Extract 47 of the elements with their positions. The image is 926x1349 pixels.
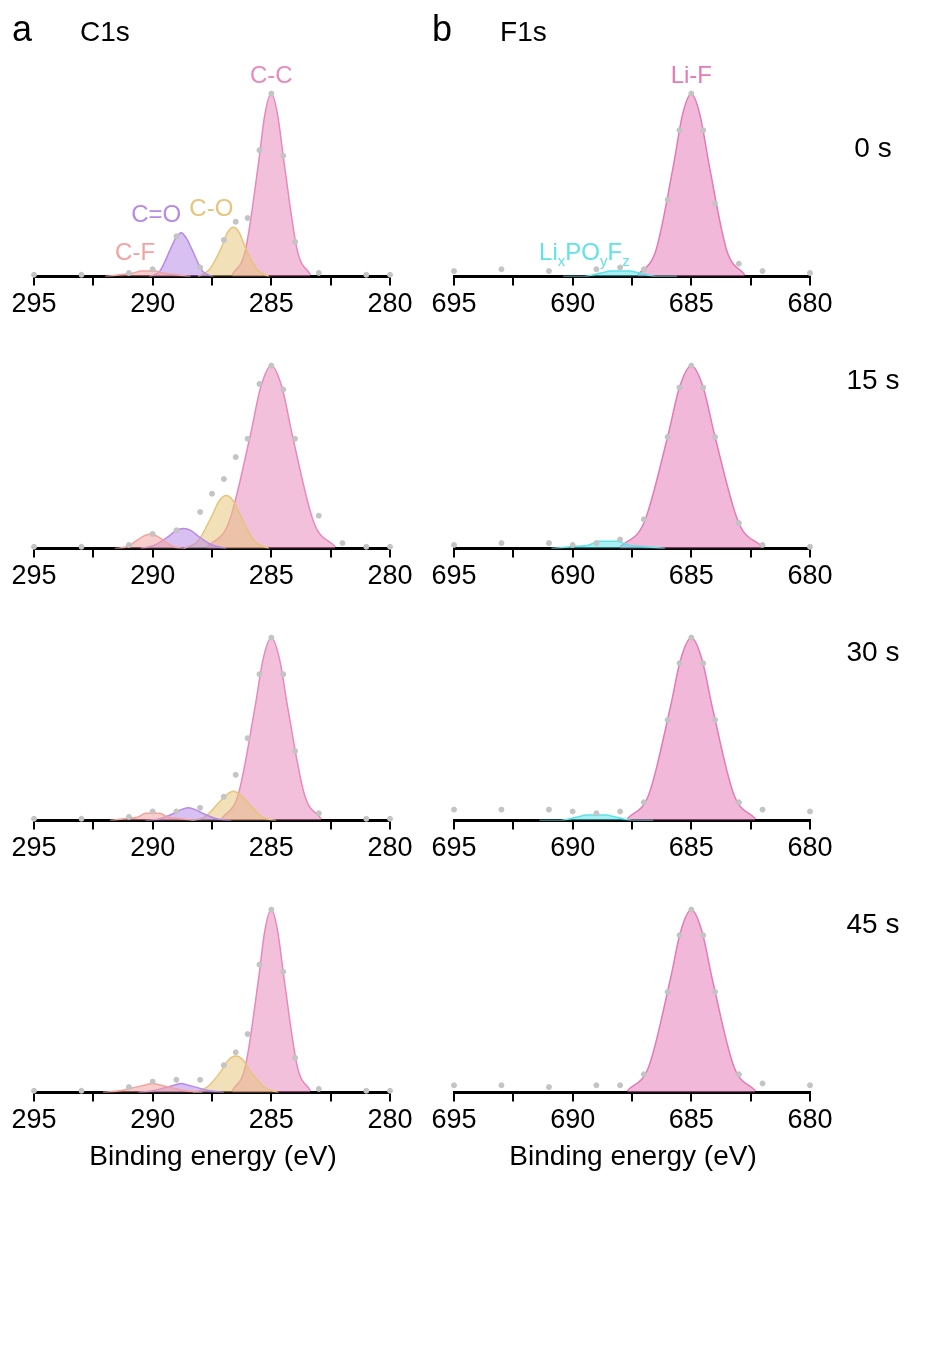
x-tick-label: 690	[550, 560, 596, 591]
x-tick-label: 290	[130, 832, 176, 863]
chart-title: F1s	[500, 16, 547, 48]
x-tick-label: 695	[431, 560, 477, 591]
x-tick-label: 695	[431, 1104, 477, 1135]
text: 30 s	[845, 636, 901, 668]
x-tick-label: 295	[11, 288, 57, 319]
x-tick-label: 690	[550, 1104, 596, 1135]
x-tick-label: 690	[550, 288, 596, 319]
x-axis-title: Binding energy (eV)	[508, 1140, 758, 1172]
x-tick-label: 680	[787, 560, 833, 591]
x-tick-label: 285	[248, 560, 294, 591]
x-tick-label: 685	[668, 560, 714, 591]
x-tick-label: 290	[130, 560, 176, 591]
x-tick-label: 295	[11, 832, 57, 863]
series-label: Li-F	[670, 60, 713, 88]
x-tick-label: 690	[550, 832, 596, 863]
series-label: C-F	[115, 238, 156, 266]
x-tick-label: 280	[367, 1104, 413, 1135]
x-tick-label: 680	[787, 832, 833, 863]
text: 45 s	[845, 908, 901, 940]
chart-title: C1s	[80, 16, 130, 48]
x-tick-label: 290	[130, 288, 176, 319]
x-tick-label: 280	[367, 832, 413, 863]
x-tick-label: 695	[431, 288, 477, 319]
x-tick-label: 685	[668, 288, 714, 319]
x-tick-label: 295	[11, 560, 57, 591]
series-label: C=O	[131, 199, 182, 227]
x-tick-label: 285	[248, 832, 294, 863]
x-axis-title: Binding energy (eV)	[88, 1140, 338, 1172]
text: b	[432, 8, 453, 50]
x-tick-label: 685	[668, 1104, 714, 1135]
x-tick-label: 285	[248, 288, 294, 319]
x-tick-label: 680	[787, 288, 833, 319]
text: a	[12, 8, 33, 50]
x-tick-label: 285	[248, 1104, 294, 1135]
x-tick-label: 280	[367, 288, 413, 319]
text: 15 s	[845, 364, 901, 396]
x-tick-label: 295	[11, 1104, 57, 1135]
x-tick-label: 280	[367, 560, 413, 591]
text: 0 s	[853, 132, 893, 164]
series-label: C-C	[250, 60, 293, 88]
x-tick-label: 685	[668, 832, 714, 863]
x-tick-label: 695	[431, 832, 477, 863]
series-label: C-O	[189, 194, 234, 222]
x-tick-label: 680	[787, 1104, 833, 1135]
x-tick-label: 290	[130, 1104, 176, 1135]
